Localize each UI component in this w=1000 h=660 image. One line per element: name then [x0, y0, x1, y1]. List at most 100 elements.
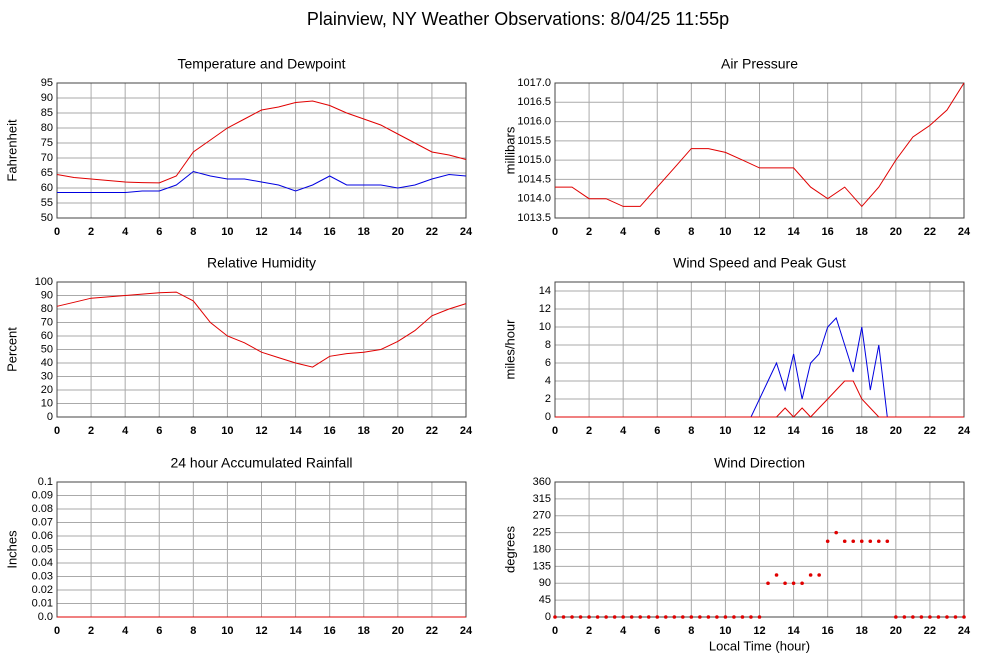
y-tick-label: 1015.0 — [517, 154, 551, 166]
chart-title: Wind Speed and Peak Gust — [673, 255, 846, 271]
scatter-point — [655, 615, 660, 619]
x-tick-label: 8 — [190, 425, 196, 437]
scatter-point — [928, 615, 932, 619]
y-tick-label: 20 — [41, 384, 53, 396]
x-tick-label: 8 — [190, 226, 196, 238]
x-tick-label: 16 — [822, 625, 834, 637]
scatter-point — [953, 615, 958, 619]
y-tick-label: 90 — [41, 289, 53, 301]
x-tick-label: 4 — [620, 425, 627, 437]
scatter-point — [911, 615, 915, 619]
chart-title: 24 hour Accumulated Rainfall — [170, 455, 352, 471]
x-tick-label: 10 — [221, 226, 233, 238]
y-tick-label: 1014.0 — [517, 193, 551, 205]
scatter-point — [715, 615, 719, 619]
x-tick-label: 22 — [924, 625, 936, 637]
x-tick-label: 2 — [88, 425, 94, 437]
scatter-point — [587, 615, 591, 619]
x-tick-label: 2 — [586, 425, 592, 437]
y-tick-label: 12 — [539, 303, 551, 315]
y-tick-label: 0.02 — [32, 584, 53, 596]
x-tick-label: 24 — [460, 625, 473, 637]
x-tick-label: 12 — [753, 625, 765, 637]
y-tick-label: 1016.0 — [517, 115, 551, 127]
y-axis-label: Inches — [4, 530, 19, 569]
y-tick-label: 40 — [41, 357, 53, 369]
scatter-point — [834, 530, 838, 535]
series-line — [56, 291, 467, 368]
y-tick-label: 4 — [545, 375, 551, 387]
scatter-point — [757, 615, 762, 619]
x-tick-label: 14 — [787, 425, 800, 437]
y-tick-label: 10 — [539, 321, 551, 333]
series-line — [555, 82, 965, 208]
scatter-point — [689, 615, 694, 619]
scatter-point — [851, 539, 856, 544]
chart-title: Relative Humidity — [207, 255, 316, 271]
y-tick-label: 1015.5 — [517, 135, 551, 147]
y-tick-label: 90 — [539, 577, 551, 589]
page-title: Plainview, NY Weather Observations: 8/04… — [307, 9, 729, 29]
x-tick-label: 20 — [890, 226, 902, 238]
y-tick-label: 180 — [533, 543, 551, 555]
scatter-point — [902, 615, 907, 619]
x-tick-label: 24 — [958, 625, 971, 637]
scatter-point — [808, 573, 813, 577]
x-tick-label: 10 — [719, 625, 731, 637]
chart-title: Wind Direction — [714, 455, 805, 471]
scatter-point — [885, 539, 890, 544]
x-tick-label: 22 — [426, 625, 438, 637]
x-tick-label: 8 — [688, 425, 694, 437]
y-tick-label: 45 — [539, 594, 551, 606]
y-tick-label: 135 — [533, 560, 551, 572]
scatter-point — [723, 615, 728, 619]
y-tick-label: 30 — [41, 370, 53, 382]
y-tick-label: 0 — [545, 611, 551, 623]
x-tick-label: 4 — [620, 226, 627, 238]
y-tick-label: 70 — [41, 316, 53, 328]
x-tick-label: 6 — [654, 625, 660, 637]
x-tick-label: 18 — [358, 625, 370, 637]
x-tick-label: 12 — [753, 226, 765, 238]
y-axis-label: degrees — [502, 526, 517, 573]
x-tick-label: 2 — [88, 226, 94, 238]
series-line — [57, 170, 467, 193]
y-tick-label: 0.0 — [38, 611, 53, 623]
y-tick-label: 0.07 — [32, 516, 53, 528]
x-tick-label: 4 — [620, 625, 627, 637]
scatter-point — [774, 573, 779, 577]
x-tick-label: 20 — [392, 226, 404, 238]
x-tick-label: 4 — [122, 425, 129, 437]
chart-panel: Temperature and DewpointFahrenheit505560… — [4, 56, 473, 238]
y-tick-label: 0 — [545, 411, 551, 423]
y-tick-label: 80 — [41, 303, 53, 315]
scatter-point — [638, 615, 643, 619]
y-tick-label: 60 — [41, 182, 53, 194]
x-tick-label: 12 — [255, 625, 267, 637]
y-tick-label: 100 — [35, 276, 53, 288]
y-tick-label: 1014.5 — [517, 173, 551, 185]
scatter-point — [570, 615, 574, 619]
x-tick-label: 8 — [688, 226, 694, 238]
x-tick-label: 24 — [958, 226, 971, 238]
scatter-point — [629, 615, 634, 619]
y-tick-label: 1013.5 — [517, 212, 551, 224]
y-tick-label: 80 — [41, 122, 53, 134]
x-tick-label: 2 — [586, 625, 592, 637]
x-tick-label: 18 — [856, 625, 868, 637]
x-tick-label: 6 — [156, 226, 162, 238]
x-tick-label: 4 — [122, 625, 129, 637]
scatter-point — [732, 615, 736, 619]
y-tick-label: 270 — [533, 510, 551, 522]
y-tick-label: 75 — [41, 137, 53, 149]
y-axis-label: Fahrenheit — [4, 119, 19, 182]
x-tick-label: 18 — [358, 226, 370, 238]
x-tick-label: 6 — [156, 625, 162, 637]
scatter-point — [604, 615, 608, 619]
x-tick-label: 0 — [552, 425, 558, 437]
x-tick-label: 18 — [358, 425, 370, 437]
x-tick-label: 4 — [122, 226, 129, 238]
scatter-point — [817, 573, 821, 577]
y-tick-label: 85 — [41, 107, 53, 119]
